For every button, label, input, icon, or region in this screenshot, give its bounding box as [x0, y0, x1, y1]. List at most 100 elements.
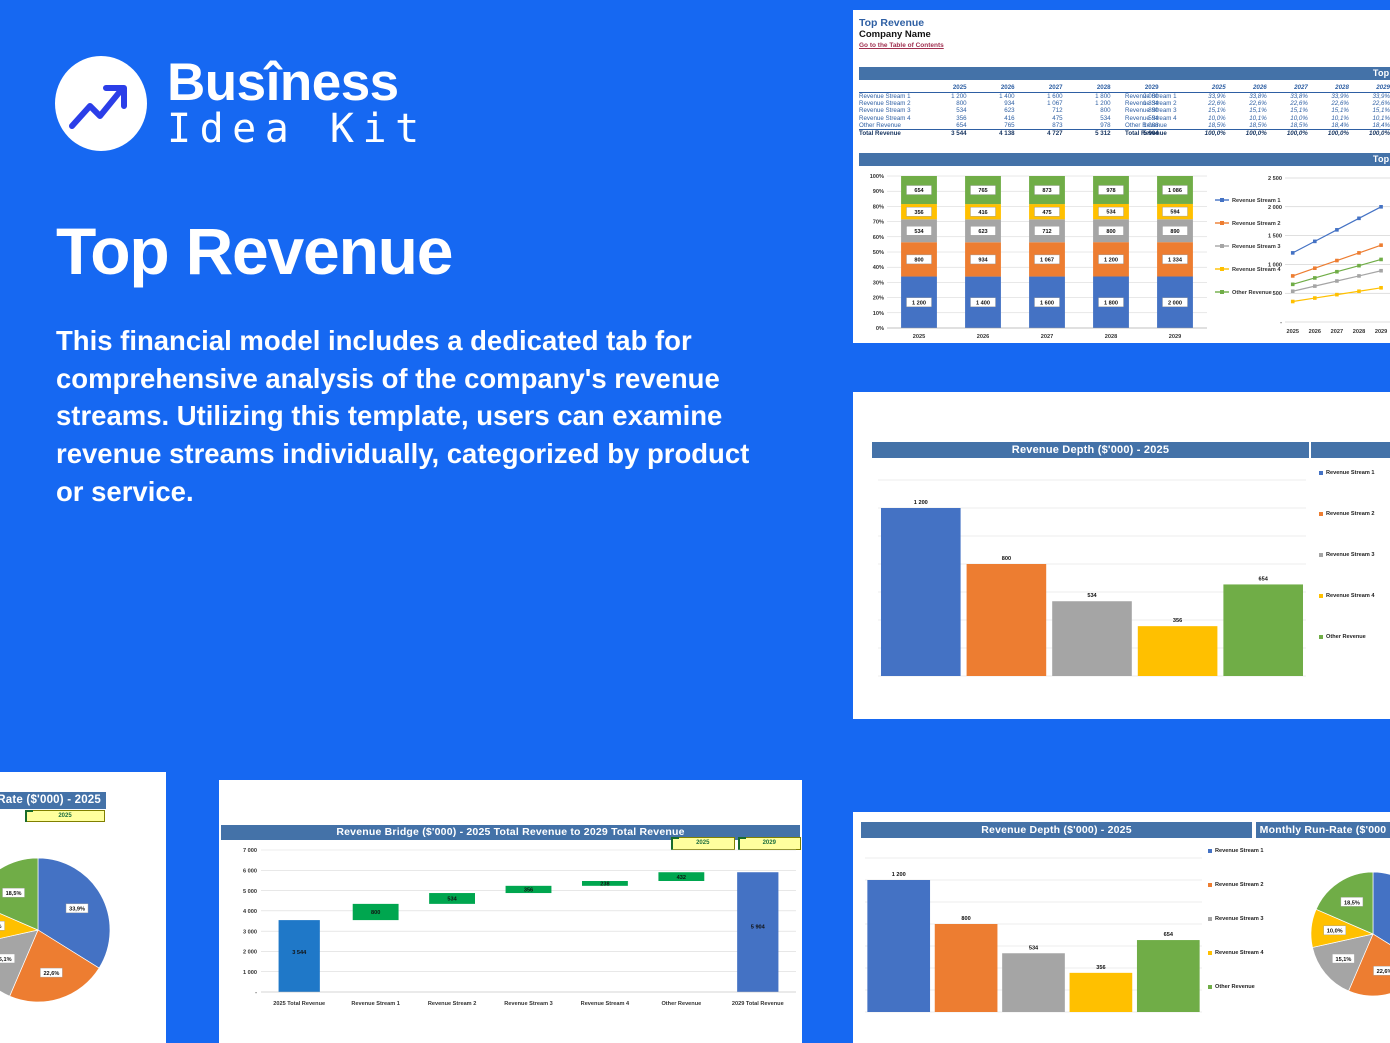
svg-text:1 200: 1 200	[914, 500, 928, 506]
svg-text:2 500: 2 500	[1268, 176, 1282, 182]
row-label: Revenue Stream 4	[1125, 114, 1177, 122]
band-filler	[1311, 442, 1390, 458]
column-header: 2025	[1184, 84, 1226, 93]
table-row: Revenue Stream 1 33,9% 33,8% 33,8% 33,9% 33,9…	[1125, 93, 1390, 101]
table-cell: 18,4%	[1307, 121, 1349, 130]
run-rate-pie-chart: 33,9% 22,6% 15,1% 10,0% 18,5%	[0, 857, 111, 1003]
svg-text:654: 654	[1164, 932, 1174, 938]
table-cell: 10,1%	[1372, 114, 1390, 122]
svg-text:800: 800	[1106, 229, 1115, 235]
row-label: Other Revenue	[859, 121, 901, 129]
revenue-depth-bar-chart-small: 1 200 800 534 356 654	[865, 857, 1202, 1013]
svg-text:432: 432	[677, 875, 686, 881]
table-cell: 100,0%	[1348, 128, 1390, 138]
page-title: Top Revenue	[56, 214, 454, 288]
bridge-from-year-selector[interactable]: 2025	[671, 837, 735, 850]
svg-text:0%: 0%	[876, 326, 884, 332]
svg-text:18,5%: 18,5%	[1344, 900, 1360, 906]
svg-text:Revenue Stream 2: Revenue Stream 2	[428, 1001, 477, 1007]
table-row: Other Revenue 654 765 873 978 1 086	[859, 121, 1159, 130]
svg-text:5 904: 5 904	[751, 925, 766, 931]
revenue-depth-title: Revenue Depth ($'000) - 2025	[872, 442, 1309, 458]
svg-text:Revenue Stream 3: Revenue Stream 3	[1232, 244, 1281, 250]
svg-text:416: 416	[978, 210, 987, 216]
run-rate-small-title: Monthly Run-Rate ($'000	[1256, 822, 1390, 838]
legend-item: Revenue Stream 1	[1319, 470, 1389, 476]
svg-text:594: 594	[1170, 210, 1180, 216]
table-of-contents-link[interactable]: Go to the Table of Contents	[859, 42, 944, 49]
column-header: 2026	[966, 84, 1015, 93]
legend-label: Revenue Stream 3	[1215, 916, 1264, 922]
svg-text:534: 534	[1029, 945, 1039, 951]
svg-text:Revenue Stream 2: Revenue Stream 2	[1232, 221, 1281, 227]
svg-text:Other Revenue: Other Revenue	[1232, 290, 1272, 296]
svg-text:1 200: 1 200	[892, 872, 906, 878]
svg-text:1 500: 1 500	[1268, 234, 1282, 240]
svg-text:2027: 2027	[1331, 329, 1343, 335]
svg-text:356: 356	[914, 210, 923, 216]
table-cell: 15,1%	[1208, 107, 1226, 115]
table-cell: 2 000	[1143, 93, 1159, 100]
svg-text:7 000: 7 000	[243, 848, 257, 854]
table-row: Other Revenue 18,5% 18,5% 18,5% 18,4% 18,4%	[1125, 121, 1390, 130]
table-cell: 15,1%	[1249, 107, 1267, 115]
legend-label: Revenue Stream 2	[1326, 511, 1375, 517]
legend-color-swatch	[1319, 512, 1323, 516]
year-selector-2025[interactable]: 2025	[25, 810, 105, 822]
svg-text:2026: 2026	[1309, 329, 1321, 335]
svg-text:475: 475	[1042, 210, 1051, 216]
svg-text:890: 890	[1170, 229, 1179, 235]
table-cell: 4 138	[966, 128, 1015, 138]
svg-text:6 000: 6 000	[243, 868, 257, 874]
table-cell: 33,9%	[1331, 93, 1349, 100]
svg-text:534: 534	[914, 229, 924, 235]
svg-text:534: 534	[1106, 210, 1116, 216]
table-corner	[1125, 84, 1185, 93]
bridge-year-selectors: 2025 2029	[671, 837, 801, 850]
table-row: Revenue Stream 4 10,0% 10,1% 10,0% 10,1% 10,1…	[1125, 115, 1390, 122]
table-cell: 10,0%	[1208, 114, 1226, 122]
table-cell: 1 600	[1047, 93, 1063, 100]
svg-text:18,5%: 18,5%	[6, 891, 22, 897]
row-label: Revenue Stream 2	[859, 100, 911, 108]
table-cell: 100,0%	[1266, 128, 1308, 138]
svg-text:238: 238	[600, 882, 609, 888]
svg-text:765: 765	[978, 188, 987, 194]
svg-text:-: -	[1280, 320, 1282, 326]
workbook-panel: Top Revenue Company Name Go to the Table…	[853, 10, 1390, 343]
bridge-to-year-selector[interactable]: 2029	[737, 837, 801, 850]
legend-color-swatch	[1208, 849, 1212, 853]
page-description: This financial model includes a dedicate…	[56, 325, 750, 507]
legend-item: Revenue Stream 2	[1208, 882, 1276, 888]
column-header: 2027	[1014, 84, 1063, 93]
revenue-percent-table: 2025 2026 2027 2028 2029 Revenue Stream 1 33,9…	[1125, 84, 1390, 138]
svg-text:4 000: 4 000	[243, 909, 257, 915]
svg-text:534: 534	[447, 897, 457, 903]
svg-text:Revenue Stream 4: Revenue Stream 4	[581, 1001, 630, 1007]
table-row: Revenue Stream 2 22,6% 22,6% 22,6% 22,6% 22,6…	[1125, 100, 1390, 107]
svg-text:100%: 100%	[870, 174, 884, 180]
svg-text:2027: 2027	[1041, 334, 1053, 340]
svg-text:2029: 2029	[1375, 329, 1387, 335]
run-rate-title: Run-Rate ($'000) - 2025	[0, 792, 106, 809]
table-cell: 15,1%	[1290, 107, 1308, 115]
table-cell: 356	[956, 114, 967, 122]
run-rate-pie-chart-small: 33,9%22,6%15,1%10,0%18,5%	[1310, 871, 1390, 997]
brand-lockup: Busîness Idea Kit	[55, 56, 428, 151]
svg-text:712: 712	[1042, 229, 1051, 235]
brand-name-primary: Busîness	[167, 52, 399, 112]
legend-color-swatch	[1208, 985, 1212, 989]
table-cell: 15,1%	[1372, 107, 1390, 115]
svg-text:534: 534	[1087, 593, 1097, 599]
table-row: Revenue Stream 2 800 934 1 067 1 200 1 334	[859, 100, 1159, 107]
table-cell: 4 727	[1014, 128, 1063, 138]
monthly-run-rate-panel-left: Run-Rate ($'000) - 2025 2025 33,9% 22,6% 1…	[0, 772, 166, 1043]
table-cell: 22,6%	[1208, 100, 1226, 108]
legend-color-swatch	[1208, 883, 1212, 887]
svg-text:2 000: 2 000	[243, 950, 257, 956]
svg-text:70%: 70%	[873, 220, 884, 226]
svg-text:10%: 10%	[873, 311, 884, 317]
legend-color-swatch	[1319, 471, 1323, 475]
legend-color-swatch	[1208, 917, 1212, 921]
